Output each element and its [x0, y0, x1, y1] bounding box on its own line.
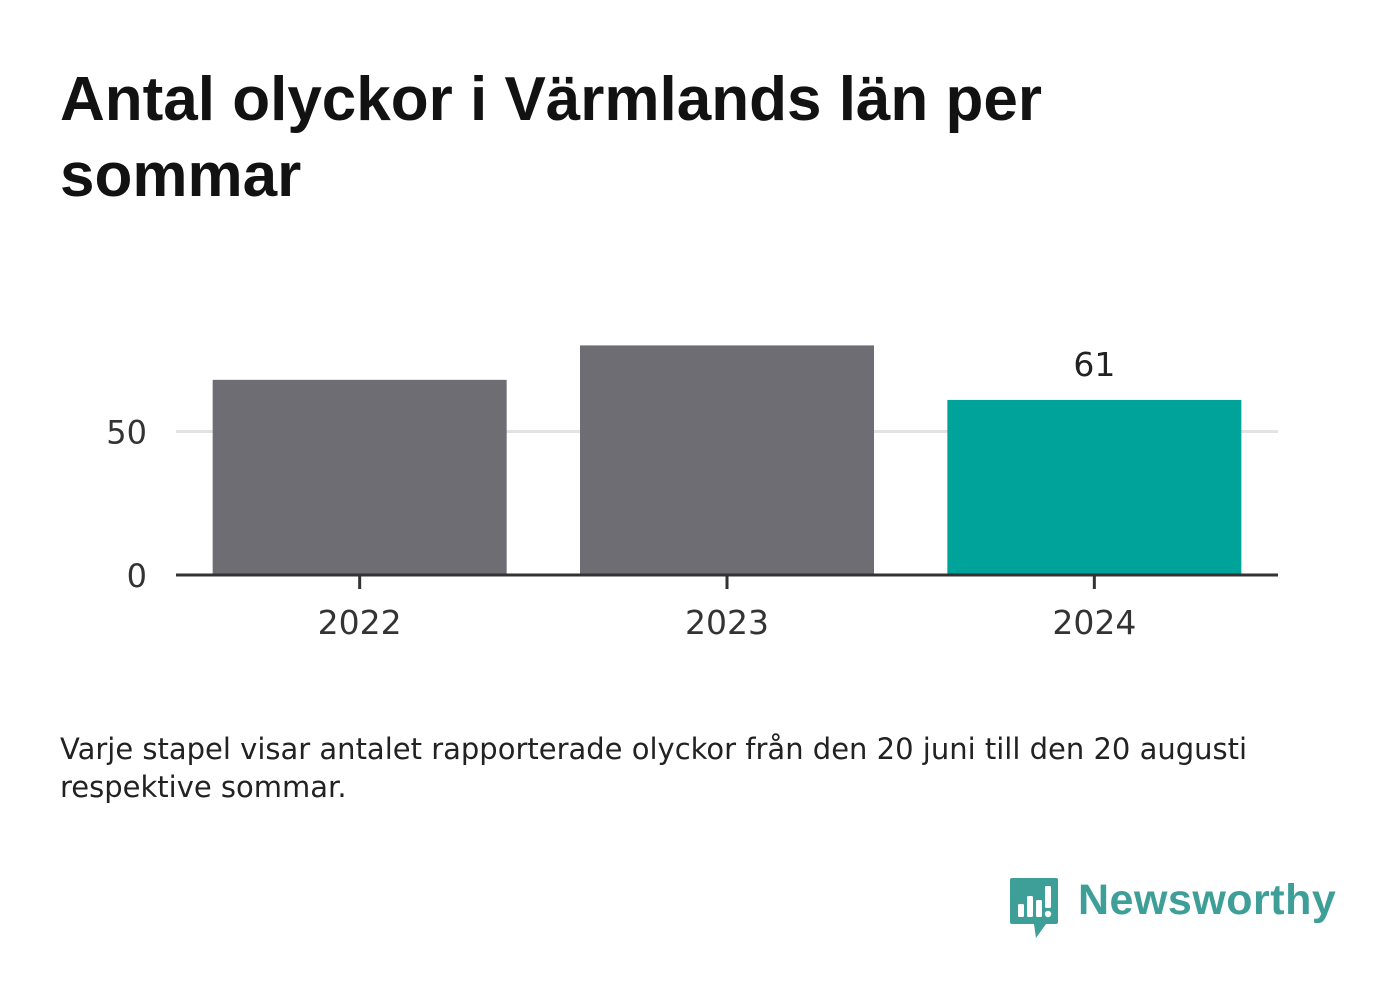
- y-tick-label: 0: [127, 557, 147, 595]
- x-tick-label: 2024: [1052, 603, 1136, 642]
- bar-2024: [947, 399, 1242, 575]
- x-tick-label: 2023: [685, 603, 769, 642]
- y-tick-label: 50: [106, 414, 147, 452]
- newsworthy-logo-icon: [1010, 878, 1058, 938]
- bar-2022: [212, 379, 507, 575]
- bar-chart: 0 50 2022 2023 2024 61: [106, 345, 1278, 642]
- brand-name: Newsworthy: [1078, 876, 1337, 924]
- brand-logo: Newsworthy: [1008, 876, 1338, 942]
- labels: 0 50 2022 2023 2024 61: [106, 345, 1136, 642]
- footnote: Varje stapel visar antalet rapporterade …: [60, 732, 1248, 804]
- x-tick-label: 2022: [318, 603, 402, 642]
- bars: [212, 345, 1242, 575]
- axes: [176, 573, 1278, 589]
- chart-title: Antal olyckor i Värmlands län per sommar: [60, 65, 1042, 210]
- data-label: 61: [1073, 345, 1115, 384]
- bar-2023: [580, 345, 874, 575]
